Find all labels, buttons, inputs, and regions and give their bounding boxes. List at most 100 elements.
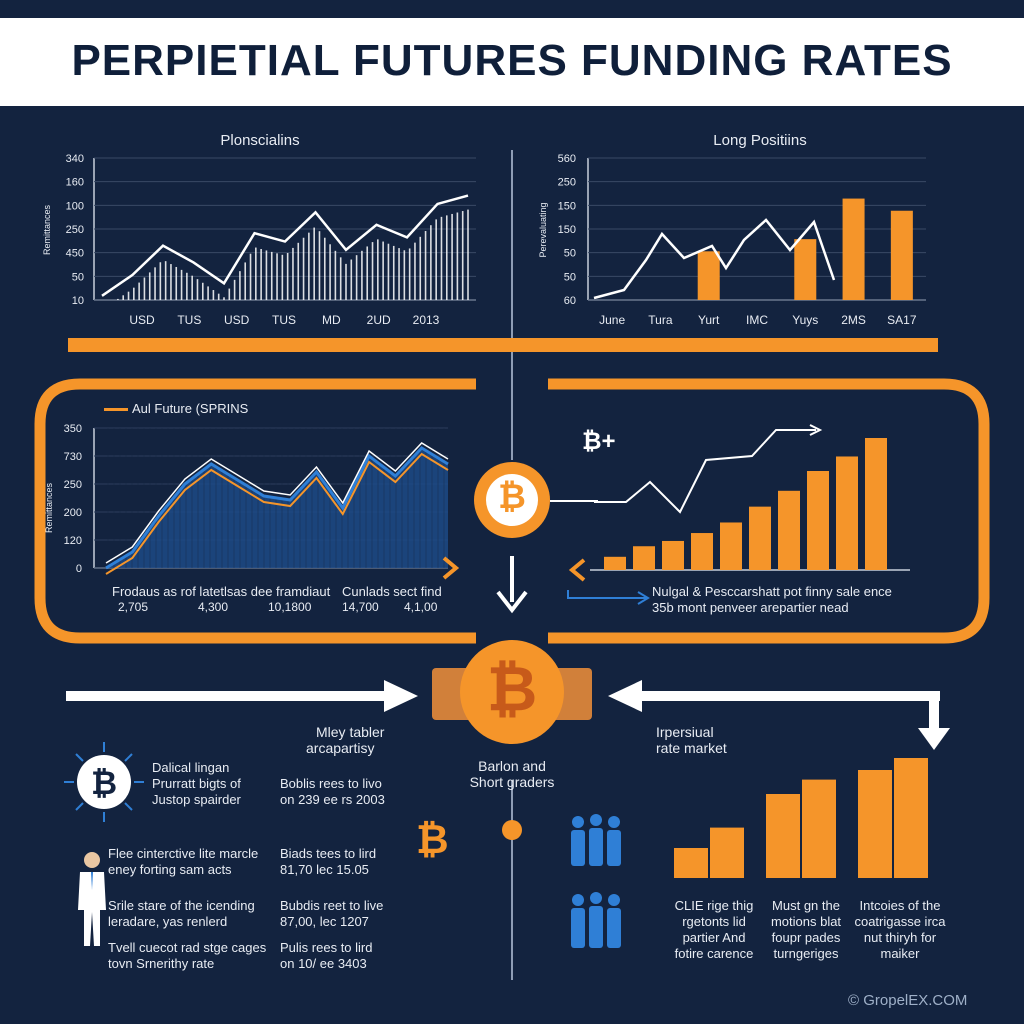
list-1-b2: on 239 ee rs 2003 [280, 792, 385, 807]
bar [802, 779, 836, 878]
bitcoin-icon: ₿ [498, 478, 526, 516]
x-tick-label: SA17 [887, 313, 917, 327]
series-blue [105, 446, 449, 570]
x-tick-label: TUS [272, 313, 296, 327]
mid-value-1: 2,705 [118, 600, 149, 614]
x-tick-label: Yurt [698, 313, 720, 327]
trend-line [593, 218, 836, 300]
y-axis-label: Remittances [44, 482, 54, 533]
list-4-b2: on 10/ ee 3403 [280, 956, 367, 971]
list-3-b2: 87,00, lec 1207 [280, 914, 369, 929]
area-fill [106, 448, 448, 568]
list-2-b1: Biads tees to lird [280, 846, 377, 861]
y-tick-label: 250 [64, 479, 82, 491]
panel-left-heading: Plonscialins [220, 132, 300, 149]
trend-line [594, 429, 816, 514]
y-tick-label: 160 [66, 177, 84, 189]
list-4-b1: Pulis rees to lird [280, 940, 373, 955]
bitcoin-icon-hub: ₿ [486, 655, 538, 724]
x-tick-label: MD [322, 313, 341, 327]
list-2-b2: 81,70 lec 15.05 [280, 862, 369, 877]
bitcoin-badge-icon: ₿ [64, 742, 144, 822]
x-tick-label: USD [129, 313, 155, 327]
x-tick-label: Yuys [792, 313, 818, 327]
x-tick-label: Tura [648, 313, 673, 327]
bottom-caption-2-l4: turngeriges [773, 946, 839, 961]
bar [842, 198, 865, 300]
bar [836, 456, 858, 570]
hub-right-label-1: Irpersiual [656, 724, 714, 740]
y-tick-label: 250 [66, 224, 84, 236]
center-divider-bottom [511, 780, 513, 980]
center-divider [511, 150, 513, 460]
y-tick-label: 50 [564, 271, 576, 283]
list-2-a1: Flee cinterctive lite marcle [108, 846, 259, 861]
y-axis-label: Remittances [42, 204, 52, 255]
hub-left-label-2: arcapartisy [306, 740, 375, 756]
svg-text:₿: ₿ [91, 765, 117, 801]
footer-credit: © GropelEX.COM [848, 992, 968, 1009]
bottom-caption-2-l3: foupr pades [771, 930, 841, 945]
bar [894, 758, 928, 878]
x-tick-label: 2UD [367, 313, 391, 327]
people-group-icon [571, 814, 621, 866]
people-group-icon-2 [571, 892, 621, 948]
legend-swatch [104, 408, 128, 411]
y-tick-label: 250 [558, 177, 576, 189]
bar [766, 794, 800, 878]
y-tick-label: 450 [66, 248, 84, 260]
y-tick-label: 350 [64, 423, 82, 435]
arrow-right-large-icon [66, 680, 418, 712]
bottom-caption-1-l4: fotire carence [674, 946, 754, 961]
x-tick-label: USD [224, 313, 250, 327]
bottom-caption-1-l3: partier And [682, 930, 746, 945]
list-3-a1: Srile stare of the icending [108, 898, 255, 913]
bar [858, 770, 892, 878]
bottom-right-bar-chart [674, 758, 928, 878]
arrow-head [809, 424, 823, 436]
panel-right-heading: Long Positiins [713, 132, 807, 149]
bar [807, 471, 829, 570]
bar [865, 438, 887, 570]
list-1-a3: Justop spairder [152, 792, 241, 807]
x-tick-label: June [599, 313, 625, 327]
hub-center-label-1: Barlon and [478, 758, 546, 774]
bitcoin-plus-icon: ₿+ [582, 428, 616, 455]
y-tick-label: 100 [66, 200, 84, 212]
series-orange [105, 452, 449, 575]
y-tick-label: 200 [64, 507, 82, 519]
legend-label: Aul Future (SPRINS [132, 401, 249, 416]
hub-coin [460, 640, 564, 744]
series-line [101, 194, 469, 297]
y-tick-label: 10 [72, 295, 84, 307]
mid-value-3: 10,1800 [268, 600, 312, 614]
y-axis-label: Perevaluating [538, 202, 548, 257]
bar [890, 210, 913, 300]
bitcoin-coin-mid-inner [486, 474, 538, 526]
mid-right-caption-1: Nulgal & Pesccarshatt pot finny sale enc… [652, 584, 892, 599]
hub-right-label-2: rate market [656, 740, 727, 756]
panel-left-line-chart: 340 160 100 250 450 50 10 Remittances USD TUS USD T… [42, 153, 476, 327]
series-white [105, 442, 449, 564]
arrow-left-large-icon [608, 680, 950, 750]
list-4-a1: Tvell cuecot rad stge cages [108, 940, 267, 955]
hub-left-label-1: Mley tabler [316, 724, 385, 740]
panel-right-bar-chart: 560 250 150 150 50 50 60 Perevaluating June Tura Y… [538, 153, 926, 327]
x-tick-label: 2013 [413, 313, 440, 327]
bar [710, 827, 744, 878]
x-tick-label: IMC [746, 313, 768, 327]
frame-right [548, 378, 990, 644]
chevron-right-icon [442, 556, 460, 580]
mid-caption2: Cunlads sect find [342, 584, 442, 599]
y-tick-label: 50 [564, 248, 576, 260]
y-tick-label: 150 [558, 224, 576, 236]
bar [691, 533, 713, 570]
bar [749, 506, 771, 570]
y-tick-label: 120 [64, 535, 82, 547]
list-1-a1: Dalical lingan [152, 760, 230, 775]
mid-right-bar-chart [590, 424, 910, 571]
y-tick-label: 0 [76, 563, 82, 575]
mid-value-4: 14,700 [342, 600, 379, 614]
bottom-caption-3-l1: Intcoies of the [859, 898, 941, 913]
bitcoin-icon-small: ₿ [416, 818, 449, 862]
